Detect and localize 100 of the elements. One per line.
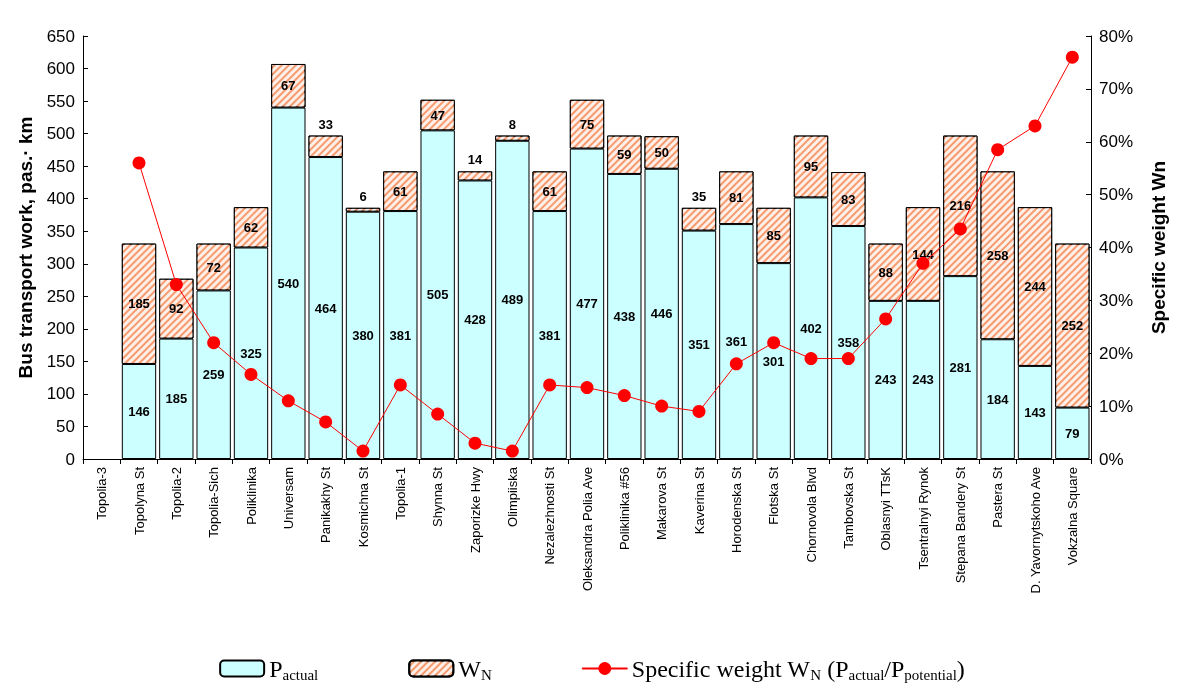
data-label: 358 xyxy=(837,335,860,351)
data-label: 351 xyxy=(688,337,710,353)
data-label: 216 xyxy=(949,198,972,214)
point xyxy=(991,143,1005,157)
point xyxy=(841,352,855,366)
data-label: 33 xyxy=(318,116,333,132)
y-tick-label: 450 xyxy=(46,156,75,176)
data-label: 143 xyxy=(1024,404,1046,420)
point xyxy=(655,399,669,413)
x-tick-label: Topolia-2 xyxy=(168,467,184,520)
y2-tick-label: 10% xyxy=(1099,396,1134,416)
y-tick-label: 400 xyxy=(46,189,75,209)
data-label: 62 xyxy=(243,219,259,235)
data-label: 402 xyxy=(800,320,822,336)
x-tick-label: Tambovska St xyxy=(840,466,856,549)
point xyxy=(169,278,183,292)
x-tick-label: Kaverina St xyxy=(691,466,707,535)
point xyxy=(393,378,407,392)
x-tick-label: Panikakhy St xyxy=(318,466,334,543)
x-tick-label: Makarova St xyxy=(654,466,670,540)
y2-tick-label: 30% xyxy=(1099,290,1134,310)
data-label: 446 xyxy=(650,306,673,322)
data-label: 243 xyxy=(912,372,934,388)
data-label: 244 xyxy=(1024,279,1047,295)
data-label: 505 xyxy=(426,287,449,303)
data-label: 325 xyxy=(240,345,262,361)
x-tick-label: D. Yavornytskoho Ave xyxy=(1027,467,1043,594)
point xyxy=(1028,119,1042,133)
data-label: 185 xyxy=(165,391,188,407)
point xyxy=(767,336,781,350)
y2-tick-label: 70% xyxy=(1099,79,1134,99)
data-label: 361 xyxy=(725,334,748,350)
data-label: 281 xyxy=(949,360,972,376)
x-tick-label: Stepana Bandery St xyxy=(952,466,968,584)
data-label: 258 xyxy=(986,247,1009,263)
data-label: 259 xyxy=(202,367,225,383)
point xyxy=(132,156,146,170)
point xyxy=(729,357,743,371)
data-label: 35 xyxy=(691,188,707,204)
point xyxy=(617,389,631,403)
y-tick-label: 350 xyxy=(46,221,75,241)
x-tick-label: Topolia-1 xyxy=(392,467,408,520)
y2-axis-title: Specific weight Wn xyxy=(1148,160,1169,335)
data-label: 477 xyxy=(576,296,598,312)
x-tick-label: Topolia-Sich xyxy=(206,467,222,538)
x-tick-label: Oleksandra Polia Ave xyxy=(579,467,595,592)
x-tick-label: Topolyna St xyxy=(131,466,147,535)
point xyxy=(244,367,258,381)
data-label: 72 xyxy=(206,259,221,275)
y-tick-label: 100 xyxy=(46,384,75,404)
data-label: 464 xyxy=(314,300,338,316)
x-tick-label: Poliklinika xyxy=(243,466,259,525)
y-tick-label: 200 xyxy=(46,319,75,339)
point xyxy=(692,404,706,418)
x-tick-label: Pastera St xyxy=(990,466,1006,528)
y2-tick-label: 80% xyxy=(1099,26,1134,46)
x-tick-label: Shynna St xyxy=(430,466,446,527)
point xyxy=(543,378,557,392)
x-tick-label: Nezalezhnosti St xyxy=(542,466,558,565)
point xyxy=(319,415,333,429)
point xyxy=(953,222,967,236)
y-tick-label: 150 xyxy=(46,351,75,371)
data-label: 81 xyxy=(729,190,744,206)
data-label: 59 xyxy=(617,147,632,163)
data-label: 14 xyxy=(467,152,483,168)
x-tick-label: Universam xyxy=(280,467,296,530)
point xyxy=(207,336,221,350)
y2-tick-label: 20% xyxy=(1099,343,1134,363)
y-tick-label: 300 xyxy=(46,254,75,274)
data-label: 428 xyxy=(464,312,486,328)
data-label: 85 xyxy=(766,227,781,243)
data-label: 75 xyxy=(579,116,595,132)
x-tick-label: Flotska St xyxy=(766,466,782,525)
data-label: 489 xyxy=(501,292,524,308)
data-label: 301 xyxy=(762,353,785,369)
data-label: 61 xyxy=(393,183,408,199)
point xyxy=(468,436,482,450)
data-label: 47 xyxy=(430,107,445,123)
data-label: 95 xyxy=(803,158,819,174)
x-tick-label: Kosmichna St xyxy=(355,466,371,548)
x-tick-label: Horodenska St xyxy=(728,466,744,553)
data-label: 184 xyxy=(986,391,1010,407)
point xyxy=(431,407,445,421)
point xyxy=(356,444,370,458)
point xyxy=(505,444,519,458)
y-tick-label: 250 xyxy=(46,286,75,306)
y-tick-label: 650 xyxy=(46,26,75,46)
data-label: 88 xyxy=(878,264,893,280)
y-tick-label: 550 xyxy=(46,91,75,111)
y-tick-label: 600 xyxy=(46,59,75,79)
y-tick-label: 50 xyxy=(56,416,75,436)
x-tick-label: Poliklinika #56 xyxy=(616,467,632,551)
x-tick-label: Vokzalna Square xyxy=(1064,467,1080,566)
data-label: 380 xyxy=(352,327,374,343)
data-label: 381 xyxy=(389,327,412,343)
data-label: 185 xyxy=(128,296,150,312)
data-label: 67 xyxy=(281,78,296,94)
y-tick-label: 500 xyxy=(46,124,75,144)
point xyxy=(580,381,594,395)
x-tick-label: Oblasnyi TTsK xyxy=(878,466,894,551)
